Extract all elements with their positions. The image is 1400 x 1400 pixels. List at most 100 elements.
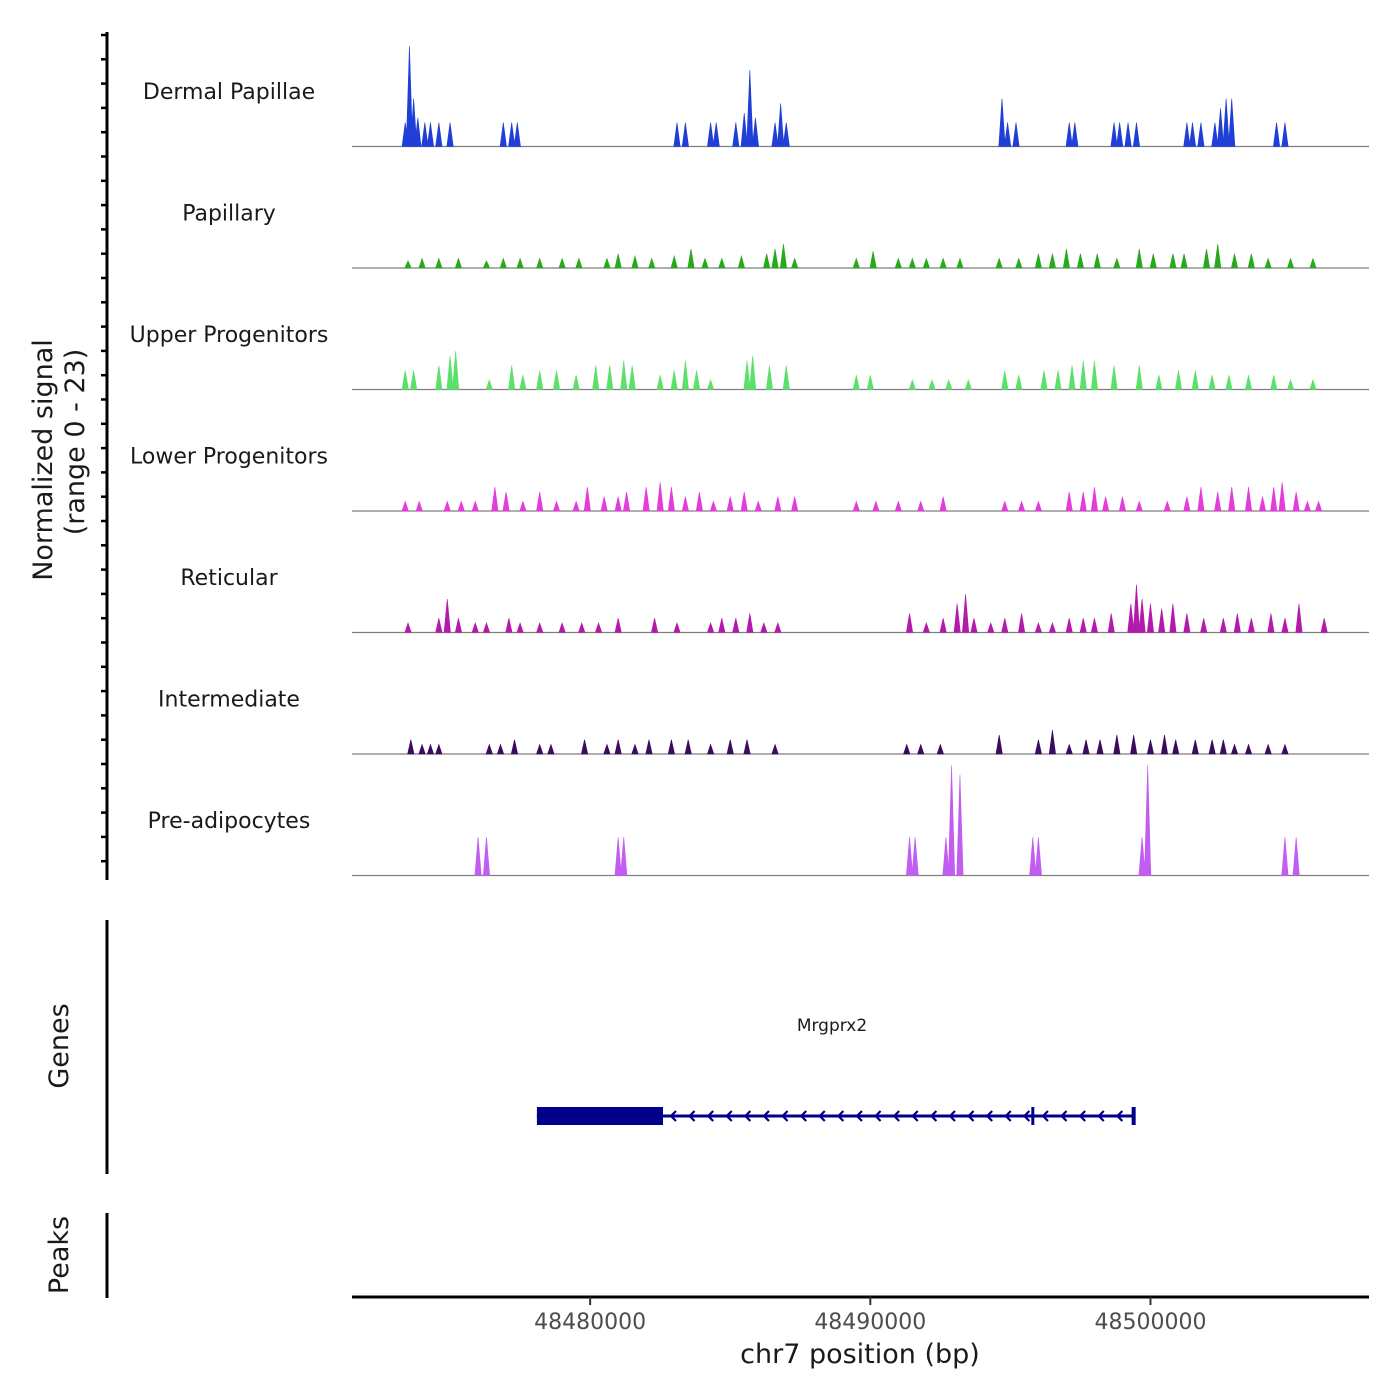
signal-peak	[1228, 487, 1236, 512]
signal-peak	[426, 122, 434, 147]
signal-peak	[482, 837, 491, 876]
x-tick-label: 48500000	[1094, 1310, 1206, 1335]
signal-peak	[1258, 496, 1267, 512]
signal-peak	[995, 734, 1003, 755]
signal-peak	[499, 122, 507, 147]
signal-peak	[631, 254, 639, 269]
gene-strand-chevron	[818, 1110, 826, 1122]
signal-peak	[656, 482, 664, 512]
signal-peak	[1191, 739, 1199, 755]
gene-strand-chevron	[799, 1110, 807, 1122]
signal-peak	[1048, 253, 1056, 269]
signal-peak	[1281, 618, 1289, 633]
y-axis-title-line1: Normalized signal	[28, 339, 59, 581]
signal-peak	[1219, 618, 1227, 633]
signal-peak	[917, 743, 925, 755]
signal-peak	[1163, 500, 1171, 512]
signal-peak	[628, 365, 636, 390]
signal-peak	[1090, 487, 1098, 512]
genes-axis-title: Genes	[44, 1003, 75, 1088]
signal-peak	[1155, 375, 1163, 390]
signal-peak	[435, 618, 443, 633]
signal-peak	[791, 257, 799, 269]
gene-strand-chevron	[1041, 1110, 1049, 1122]
signal-peak	[1295, 603, 1303, 633]
signal-peak	[482, 260, 491, 269]
signal-peak	[693, 370, 701, 390]
signal-peak	[1146, 603, 1155, 633]
signal-peak	[1270, 487, 1278, 512]
gene-strand-chevron	[911, 1110, 919, 1122]
signal-peak	[1034, 739, 1042, 755]
signal-peak	[852, 500, 860, 512]
signal-peak	[1281, 122, 1289, 147]
signal-peak	[401, 370, 409, 390]
signal-peak	[1149, 253, 1157, 269]
signal-peak	[1065, 491, 1073, 512]
signal-peak	[670, 254, 678, 269]
gene-model	[536, 1107, 1136, 1125]
signal-peak	[510, 739, 519, 755]
signal-peak	[1076, 253, 1085, 269]
signal-peak	[1124, 122, 1132, 147]
signal-peak	[471, 500, 479, 512]
signal-peak	[1174, 370, 1183, 390]
gene-strand-chevron	[781, 1110, 789, 1122]
signal-peak	[1191, 370, 1199, 390]
track-label: Pre-adipocytes	[148, 809, 311, 834]
signal-peak	[651, 618, 659, 633]
signal-peak	[1309, 378, 1317, 390]
signal-peak	[749, 355, 757, 390]
signal-peak	[1286, 257, 1295, 269]
signal-peak	[552, 500, 561, 512]
track-upper-progenitors: Upper Progenitors	[130, 323, 1369, 391]
gene-strand-chevron	[688, 1110, 696, 1122]
signal-peak	[474, 837, 482, 876]
signal-peak	[718, 257, 726, 269]
signal-peak	[1107, 613, 1115, 633]
signal-peak	[872, 500, 880, 512]
signal-peak	[404, 621, 412, 633]
signal-peak	[536, 370, 544, 390]
signal-peak	[1113, 257, 1121, 269]
signal-peak	[774, 621, 782, 633]
gene-strand-chevron	[725, 1110, 733, 1122]
signal-peak	[737, 254, 746, 269]
signal-peak	[1200, 618, 1208, 633]
signal-peak	[485, 378, 493, 390]
signal-peak	[1001, 618, 1009, 633]
signal-peak	[499, 257, 507, 269]
signal-peak	[418, 257, 426, 269]
signal-peak	[1244, 743, 1253, 755]
signal-peak	[869, 251, 877, 269]
signal-peak	[1188, 122, 1197, 147]
signal-peak	[1273, 122, 1281, 147]
signal-peak	[1135, 500, 1143, 512]
signal-peak	[496, 743, 505, 755]
signal-peak	[1017, 500, 1026, 512]
signal-peak	[964, 378, 972, 390]
signal-peak	[712, 122, 720, 147]
signal-peak	[1270, 375, 1278, 390]
signal-peak	[1079, 360, 1087, 390]
signal-peak	[606, 365, 614, 390]
signal-peak	[1090, 360, 1098, 390]
signal-peak	[1244, 487, 1253, 512]
signal-peak	[1048, 621, 1057, 633]
signal-peak	[1303, 500, 1311, 512]
signal-peak	[1309, 257, 1317, 269]
signal-peak	[1034, 500, 1043, 512]
signal-peak	[435, 122, 443, 147]
signal-peak	[1001, 500, 1009, 512]
signal-peak	[743, 739, 751, 755]
signal-peak	[754, 500, 762, 512]
signal-peak	[1132, 122, 1141, 147]
signal-peak	[401, 500, 409, 512]
signal-peak	[917, 500, 925, 512]
gene-strand-chevron	[874, 1110, 882, 1122]
signal-peak	[454, 618, 463, 633]
signal-peak	[519, 500, 527, 512]
signal-peak	[614, 618, 622, 633]
signal-peak	[1320, 618, 1328, 633]
signal-peak	[1281, 837, 1289, 876]
